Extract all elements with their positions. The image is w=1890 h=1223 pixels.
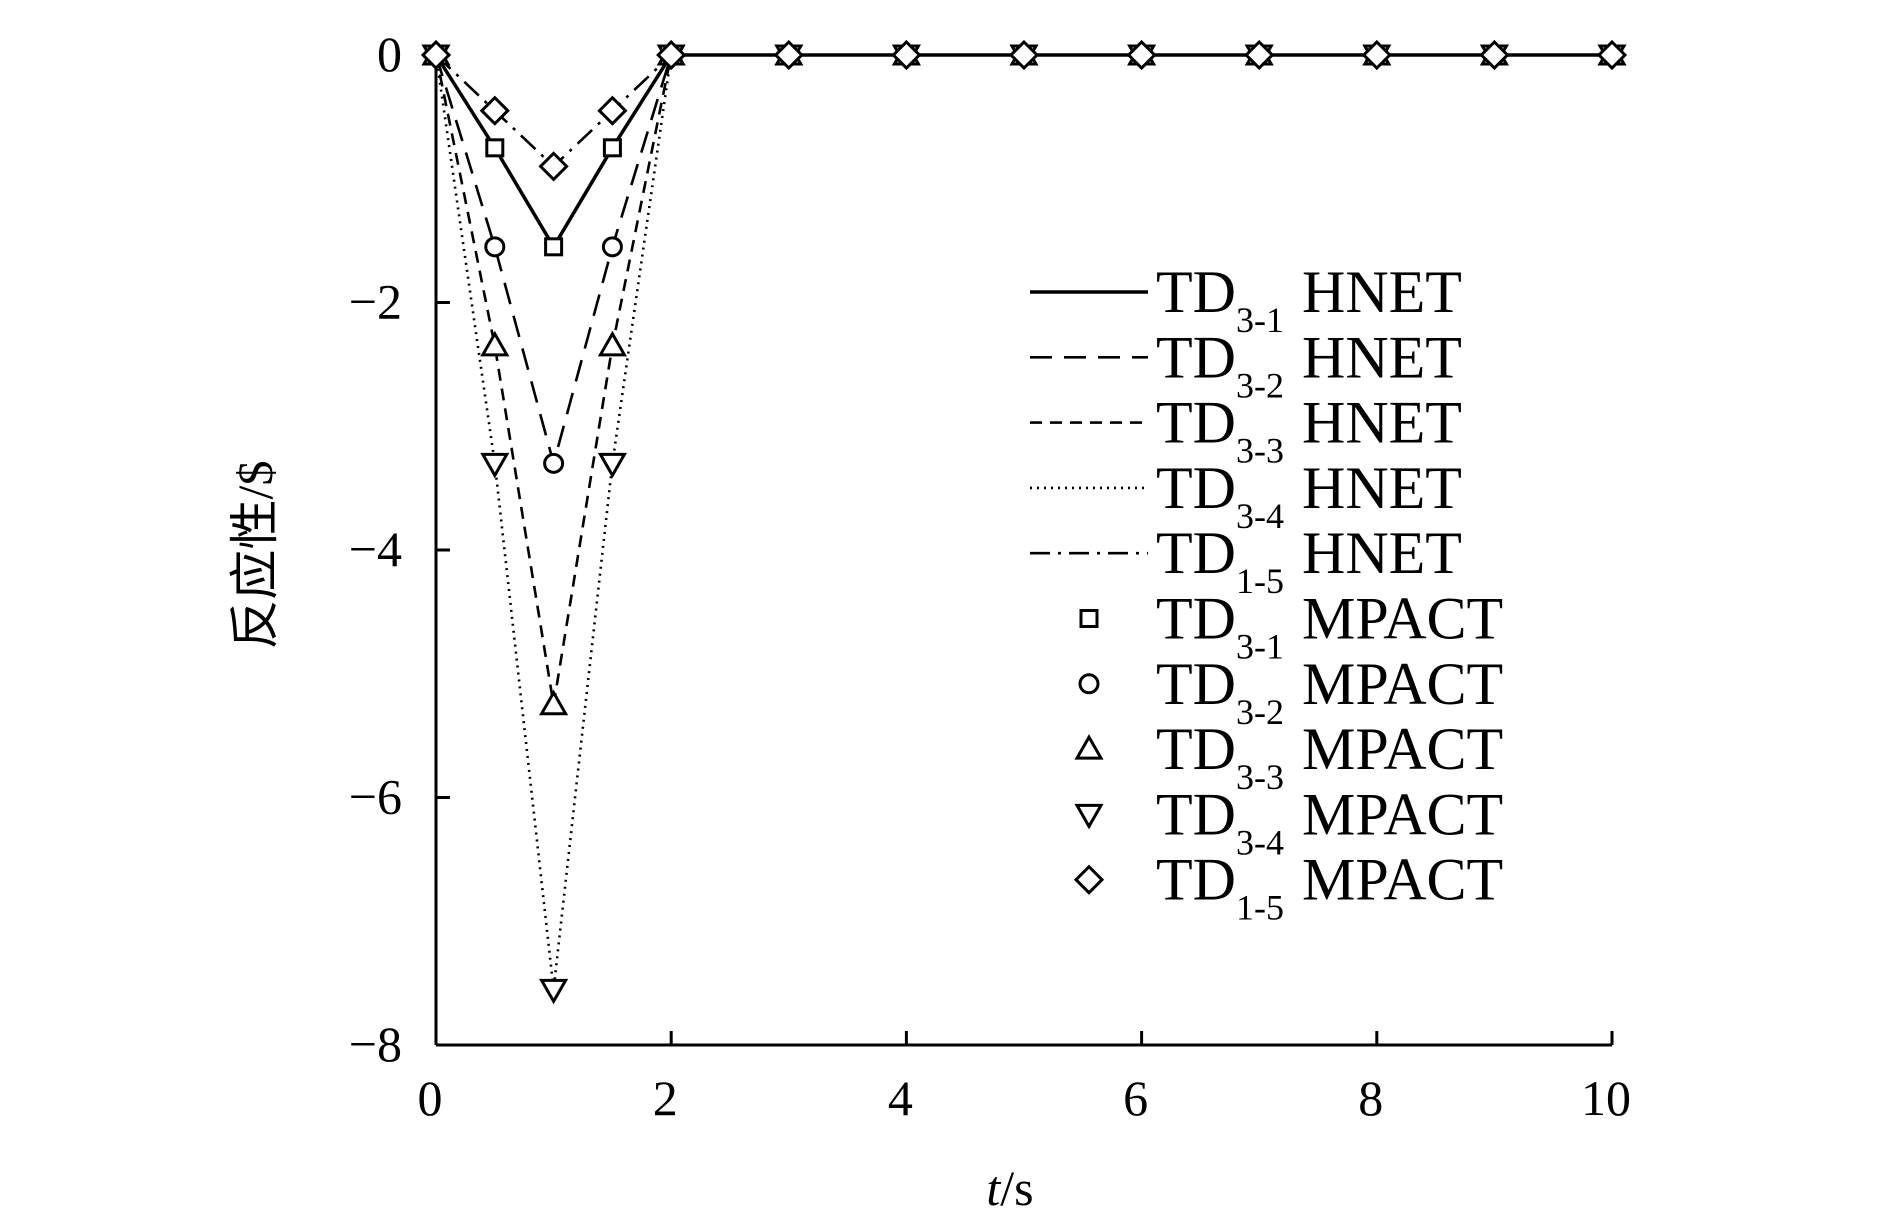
y-tick-label: −8 [349,1016,402,1072]
x-tick-label: 10 [1581,1070,1631,1126]
data-point-triangle-down [597,452,627,479]
data-point-triangle-up [539,689,569,716]
data-point-triangle-down [539,978,569,1005]
data-point-circle [484,236,506,258]
data-point-square [544,237,564,257]
legend-label: TD1-5 MPACT [1156,847,1503,928]
data-point-circle [543,452,565,474]
y-ticks: 0 −2 −4 −6 −8 [349,26,450,1072]
legend-label: TD3-2 MPACT [1156,651,1503,732]
data-point-square [602,138,622,158]
data-point-triangle-up [480,330,510,357]
data-point-diamond [1008,39,1040,71]
legend-marker-triangle-up [1074,734,1104,760]
data-point-circle [601,236,623,258]
data-point-square [485,138,505,158]
x-ticks: 0 2 4 6 8 10 [418,1031,1631,1126]
y-axis-title: 反应性/$ [227,461,283,650]
x-tick-label: 2 [653,1070,678,1126]
legend-label: TD3-1 HNET [1156,259,1462,340]
data-point-diamond [1479,39,1510,71]
data-point-diamond [773,39,804,71]
legend-marker-diamond [1073,864,1105,895]
legend-label: TD3-1 MPACT [1156,586,1503,667]
data-point-diamond [479,95,510,126]
legend-label: TD3-3 MPACT [1156,716,1503,797]
x-tick-label: 0 [418,1070,443,1126]
legend-label: TD3-3 HNET [1156,390,1462,471]
data-point-triangle-down [480,452,510,479]
y-tick-label: −2 [349,274,402,330]
legend-label: TD3-4 HNET [1156,455,1462,536]
data-point-diamond [538,151,569,182]
data-point-triangle-up [597,330,627,357]
data-point-diamond [1361,39,1392,71]
legend-label: TD1-5 HNET [1156,520,1462,601]
data-point-diamond [597,95,628,126]
data-point-diamond [1126,39,1157,71]
data-point-diamond [1596,39,1628,71]
legend-label: TD3-2 HNET [1156,324,1462,405]
data-point-diamond [891,39,922,71]
legend-label: TD3-4 MPACT [1156,781,1503,862]
data-point-diamond [656,39,687,71]
x-tick-label: 6 [1123,1070,1148,1126]
y-tick-label: −4 [349,521,402,577]
legend-marker-square [1079,609,1099,628]
data-point-diamond [1244,39,1275,71]
legend-marker-triangle-down [1074,803,1104,830]
x-tick-label: 8 [1358,1070,1383,1126]
series-markers [420,39,1628,1005]
data-point-diamond [420,39,452,71]
x-tick-label: 4 [888,1070,913,1126]
x-axis-title: t/s [986,1160,1033,1216]
y-tick-label: −6 [349,769,402,825]
y-tick-label: 0 [377,26,402,82]
legend-marker-circle [1078,673,1100,695]
